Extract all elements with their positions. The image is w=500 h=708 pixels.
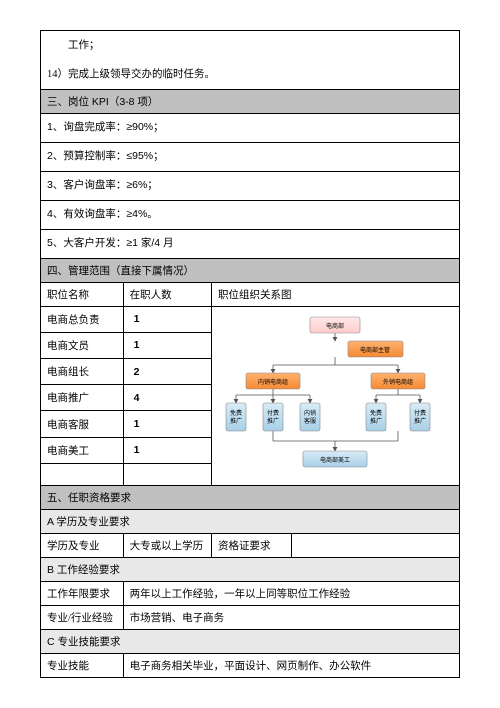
kpi-item-5: 5、大客户开发：≥1 家/4 月 xyxy=(41,229,460,258)
document-page: 工作； 14）完成上级领导交办的临时任务。 三、岗位 KPI（3-8 项） 1、… xyxy=(0,0,500,708)
org-node-leaf1a: 免费 xyxy=(230,409,242,417)
pre-line-1: 工作； xyxy=(41,31,460,61)
org-node-bottom: 电商部美工 xyxy=(320,456,350,464)
cert-value xyxy=(292,533,460,557)
org-node-leaf3b: 客服 xyxy=(304,417,316,425)
pre-line-2: 14）完成上级领导交办的临时任务。 xyxy=(41,60,460,90)
org-node-leaf2a: 付费 xyxy=(267,409,279,417)
org-node-leaf4b: 推广 xyxy=(370,417,382,425)
empty-cell xyxy=(123,463,211,485)
org-chart-cell: 电商部 电商部主管 内销电商组 外销电商组 免费 推广 付费 推广 内销 客 xyxy=(211,306,459,485)
kpi-text: 1、询盘完成率：≥90%； xyxy=(47,121,164,133)
kpi-item-4: 4、有效询盘率：≥4%。 xyxy=(41,200,460,229)
section-3-title: 三、岗位 KPI（3-8 项） xyxy=(47,96,158,108)
edu-label: 学历及专业 xyxy=(41,533,124,557)
kpi-item-1: 1、询盘完成率：≥90%； xyxy=(41,114,460,143)
kpi-item-3: 3、客户询盘率：≥6%； xyxy=(41,171,460,200)
role-count: 4 xyxy=(123,385,211,411)
org-chart: 电商部 电商部主管 内销电商组 外销电商组 免费 推广 付费 推广 内销 客 xyxy=(218,311,453,481)
sub-c-header: C 专业技能要求 xyxy=(41,629,460,653)
role-name: 电商客服 xyxy=(41,411,124,437)
kpi-text: 5、大客户开发：≥1 家/4 月 xyxy=(47,237,174,249)
role-count: 1 xyxy=(123,411,211,437)
industry-label: 专业/行业经验 xyxy=(41,605,124,629)
role-name: 电商推广 xyxy=(41,385,124,411)
org-node-leaf4a: 免费 xyxy=(370,409,382,417)
org-node-team2: 外销电商组 xyxy=(383,378,413,386)
years-label: 工作年限要求 xyxy=(41,581,124,605)
sub-a-title: A 学历及专业要求 xyxy=(47,516,130,528)
edu-value: 大专或以上学历 xyxy=(123,533,211,557)
role-name: 电商文员 xyxy=(41,332,124,358)
skill-value: 电子商务相关毕业，平面设计、网页制作、办公软件 xyxy=(123,653,459,677)
sub-b-header: B 工作经验要求 xyxy=(41,557,460,581)
section-5-header: 五、任职资格要求 xyxy=(41,485,460,509)
role-count: 1 xyxy=(123,332,211,358)
role-name: 电商总负责 xyxy=(41,306,124,332)
col-header-name: 职位名称 xyxy=(41,282,124,306)
role-count: 2 xyxy=(123,359,211,385)
org-node-leaf5a: 付费 xyxy=(414,409,426,417)
skill-label: 专业技能 xyxy=(41,653,124,677)
section-4-header: 四、管理范围（直接下属情况） xyxy=(41,258,460,282)
role-name: 电商美工 xyxy=(41,437,124,463)
sub-a-header: A 学历及专业要求 xyxy=(41,509,460,533)
years-value: 两年以上工作经验，一年以上同等职位工作经验 xyxy=(123,581,459,605)
org-node-root: 电商部 xyxy=(326,322,344,330)
org-node-leaf1b: 推广 xyxy=(230,417,242,425)
org-node-leaf2b: 推广 xyxy=(267,417,279,425)
kpi-text: 4、有效询盘率：≥4%。 xyxy=(47,208,158,220)
empty-cell xyxy=(41,463,124,485)
org-node-second: 电商部主管 xyxy=(360,346,390,354)
kpi-item-2: 2、预算控制率：≤95%； xyxy=(41,142,460,171)
section-3-header: 三、岗位 KPI（3-8 项） xyxy=(41,90,460,114)
sub-c-title: C 专业技能要求 xyxy=(47,636,121,648)
col-header-count: 在职人数 xyxy=(123,282,211,306)
col-header-org: 职位组织关系图 xyxy=(211,282,459,306)
sub-b-title: B 工作经验要求 xyxy=(47,564,120,576)
org-node-leaf5b: 推广 xyxy=(414,417,426,425)
cert-label: 资格证要求 xyxy=(211,533,291,557)
industry-value: 市场营销、电子商务 xyxy=(123,605,459,629)
kpi-text: 2、预算控制率：≤95%； xyxy=(47,150,164,162)
role-name: 电商组长 xyxy=(41,359,124,385)
role-count: 1 xyxy=(123,306,211,332)
kpi-text: 3、客户询盘率：≥6%； xyxy=(47,179,158,191)
org-node-team1: 内销电商组 xyxy=(258,378,288,386)
role-count: 1 xyxy=(123,437,211,463)
main-table: 工作； 14）完成上级领导交办的临时任务。 三、岗位 KPI（3-8 项） 1、… xyxy=(40,30,460,678)
org-node-leaf3a: 内销 xyxy=(304,409,316,417)
